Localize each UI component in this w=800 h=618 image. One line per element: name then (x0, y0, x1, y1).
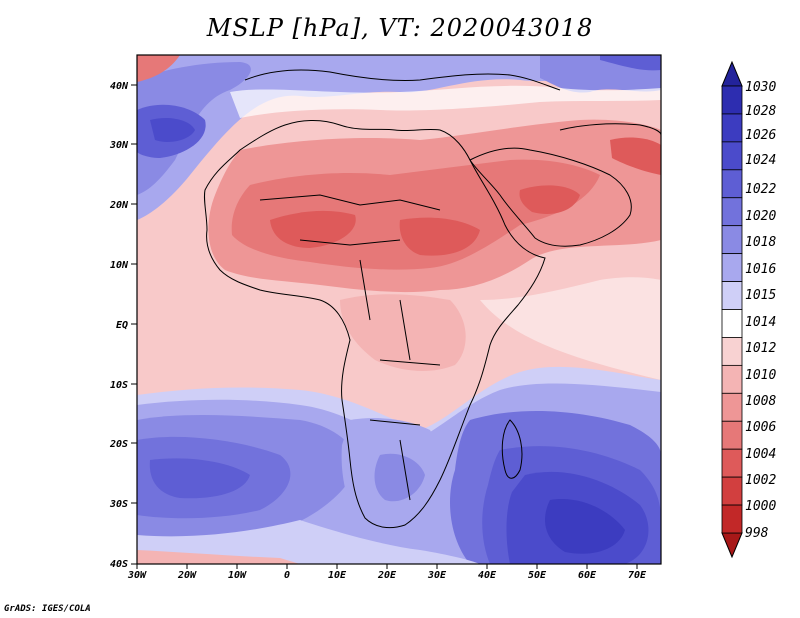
colorbar-label: 1028 (745, 104, 776, 119)
colorbar-label: 1020 (745, 209, 776, 224)
colorbar-cell (721, 85, 743, 115)
lon-tick-label: 60E (578, 570, 597, 581)
lon-tick-label: 70E (628, 570, 647, 581)
colorbar-label: 1024 (745, 153, 776, 168)
lon-tick-label: 10E (328, 570, 347, 581)
colorbar-label: 1002 (745, 473, 776, 488)
colorbar-label: 1008 (745, 394, 776, 409)
colorbar-cell (721, 309, 743, 338)
colorbar-label: 1030 (745, 80, 776, 95)
colorbar-label: 1015 (745, 288, 776, 303)
colorbar-bottom-arrow (721, 532, 743, 559)
lat-tick-label: 40S (110, 559, 128, 570)
colorbar-label: 1014 (745, 315, 776, 330)
colorbar-cell (721, 225, 743, 255)
colorbar-cell (721, 169, 743, 199)
coastlines (203, 69, 661, 529)
lon-tick-label: 20W (177, 570, 197, 581)
footer-credit: GrADS: IGES/COLA (4, 604, 91, 614)
colorbar-cell (721, 420, 743, 450)
lon-tick-label: 0 (284, 570, 290, 581)
colorbar: 1030 1028 1026 1024 1022 1020 1018 1016 … (721, 60, 776, 559)
colorbar-label: 1006 (745, 420, 776, 435)
colorbar-cell (721, 448, 743, 478)
colorbar-cell (721, 281, 743, 310)
colorbar-cell (721, 113, 743, 143)
lat-tick-label: 40N (110, 81, 129, 92)
lat-tick-label: 30S (109, 499, 128, 510)
colorbar-label: 1000 (745, 499, 776, 514)
colorbar-top-arrow (721, 60, 743, 87)
colorbar-label: 1004 (745, 447, 776, 462)
lon-tick-label: 10W (228, 570, 247, 581)
colorbar-cell (721, 476, 743, 506)
colorbar-cell (721, 504, 743, 534)
colorbar-cell (721, 392, 743, 422)
lat-tick-label: 20N (109, 200, 129, 211)
lon-tick-label: 20E (377, 570, 397, 581)
lon-tick-label: 30W (127, 570, 147, 581)
colorbar-label: 1010 (745, 368, 776, 383)
pressure-field (137, 55, 661, 564)
colorbar-cell (721, 253, 743, 282)
colorbar-label: 1022 (745, 182, 776, 197)
lat-ticks: 40N 30N 20N 10N EQ 10S 20S 30S 40S (109, 81, 137, 570)
colorbar-cell (721, 337, 743, 366)
colorbar-cell (721, 197, 743, 227)
colorbar-label: 1012 (745, 341, 776, 356)
lon-tick-label: 30E (427, 570, 447, 581)
colorbar-cell (721, 364, 743, 394)
lat-tick-label: 10N (110, 260, 129, 271)
lat-tick-label: EQ (116, 320, 128, 331)
colorbar-label: 1016 (745, 262, 776, 277)
colorbar-label: 1018 (745, 235, 776, 250)
map-title: MSLP [hPa], VT: 2020043018 (206, 14, 594, 42)
map-frame (136, 54, 662, 565)
colorbar-label: 998 (745, 526, 769, 541)
lat-tick-label: 10S (110, 380, 128, 391)
lat-tick-label: 30N (109, 140, 129, 151)
colorbar-label: 1026 (745, 128, 776, 143)
colorbar-cell (721, 141, 743, 171)
lon-tick-label: 50E (528, 570, 547, 581)
lon-ticks: 30W 20W 10W 0 10E 20E 30E 40E 50E 60E 70… (127, 564, 647, 581)
lon-tick-label: 40E (478, 570, 497, 581)
lat-tick-label: 20S (109, 439, 128, 450)
